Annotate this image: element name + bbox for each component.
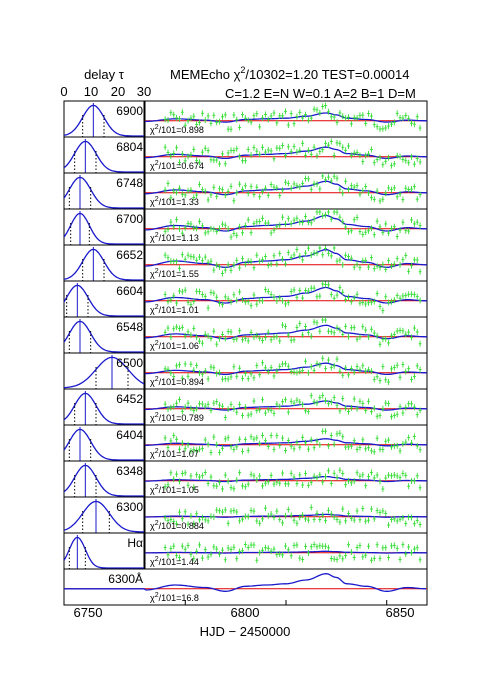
model-curve	[144, 112, 427, 123]
delay-tick-20: 20	[111, 84, 125, 99]
transfer-function-curve	[63, 104, 144, 137]
panel-label: 6700	[116, 212, 143, 226]
panel-chi2-label: χ2/101=1.06	[150, 340, 199, 351]
model-curve	[145, 286, 427, 304]
transfer-function-curve	[63, 500, 145, 533]
model-curve	[145, 438, 427, 447]
panel-chi2-label: χ2/101=1.33	[150, 196, 199, 207]
panel-label: 6548	[116, 320, 143, 334]
panel-label: 6300Å	[108, 571, 143, 586]
transfer-function-curve	[63, 356, 145, 389]
delay-axis-label: delay τ	[84, 67, 125, 82]
model-curve	[144, 400, 427, 411]
transfer-function-curve	[63, 212, 144, 245]
panel-label: 6300	[116, 500, 143, 514]
transfer-function-curve	[63, 464, 144, 497]
transfer-function-curve	[63, 320, 144, 353]
panel-chi2-label: χ2/101=16.8	[150, 592, 199, 603]
panel-label: 6804	[116, 140, 143, 154]
panel-label: 6348	[116, 464, 143, 478]
x-tick-6750: 6750	[74, 605, 103, 620]
panel-label: 6604	[116, 284, 143, 298]
x-tick-6850: 6850	[386, 605, 415, 620]
panel-chi2-label: χ2/101=0.674	[150, 160, 204, 171]
panel-chi2-label: χ2/101=1.55	[150, 268, 199, 279]
panel-chi2-label: χ2/101=0.789	[150, 412, 204, 423]
transfer-function-curve	[63, 248, 144, 281]
panel-chi2-label: χ2/101=1.44	[150, 556, 199, 567]
panel-label: 6652	[116, 248, 143, 262]
parameter-line: C=1.2 E=N W=0.1 A=2 B=1 D=M	[225, 86, 416, 101]
model-curve	[145, 550, 427, 554]
transfer-function-curve	[63, 140, 144, 173]
model-curve	[144, 180, 427, 196]
panel-label: 6900	[116, 104, 143, 118]
transfer-function-curve	[63, 428, 144, 461]
panel-chi2-label: χ2/101=1.01	[150, 304, 199, 315]
model-curve	[145, 214, 427, 232]
model-curve	[145, 362, 427, 376]
panel-stack: 6900 χ2/101=0.898 6804 χ2/101=0.674 6748 χ2/1…	[63, 100, 428, 606]
transfer-function-curve	[63, 176, 144, 209]
transfer-function-curve	[63, 392, 144, 425]
panel-chi2-label: χ2/101=1.07	[150, 448, 199, 459]
panel-chi2-label: χ2/101=1.05	[150, 484, 199, 495]
panel-label: 6748	[116, 176, 143, 190]
panel-label: 6404	[116, 428, 143, 442]
delay-tick-10: 10	[84, 84, 98, 99]
panel-label: 6500	[116, 356, 143, 370]
x-tick-6800: 6800	[231, 605, 260, 620]
panel-label: 6452	[116, 392, 143, 406]
delay-tick-30: 30	[137, 84, 151, 99]
panel-chi2-label: χ2/101=0.898	[150, 124, 204, 135]
delay-tick-0: 0	[60, 84, 67, 99]
panel-label: Hα	[127, 536, 143, 550]
panel-chi2-label: χ2/101=1.13	[150, 232, 199, 243]
lc-panel-frame	[63, 568, 428, 606]
model-curve	[64, 573, 427, 592]
figure-title: MEMEcho χ2/10302=1.20 TEST=0.00014	[170, 65, 410, 82]
panel-chi2-label: χ2/101=0.884	[150, 520, 204, 531]
x-axis-label: HJD − 2450000	[200, 624, 291, 639]
panel-chi2-label: χ2/101=0.894	[150, 376, 204, 387]
